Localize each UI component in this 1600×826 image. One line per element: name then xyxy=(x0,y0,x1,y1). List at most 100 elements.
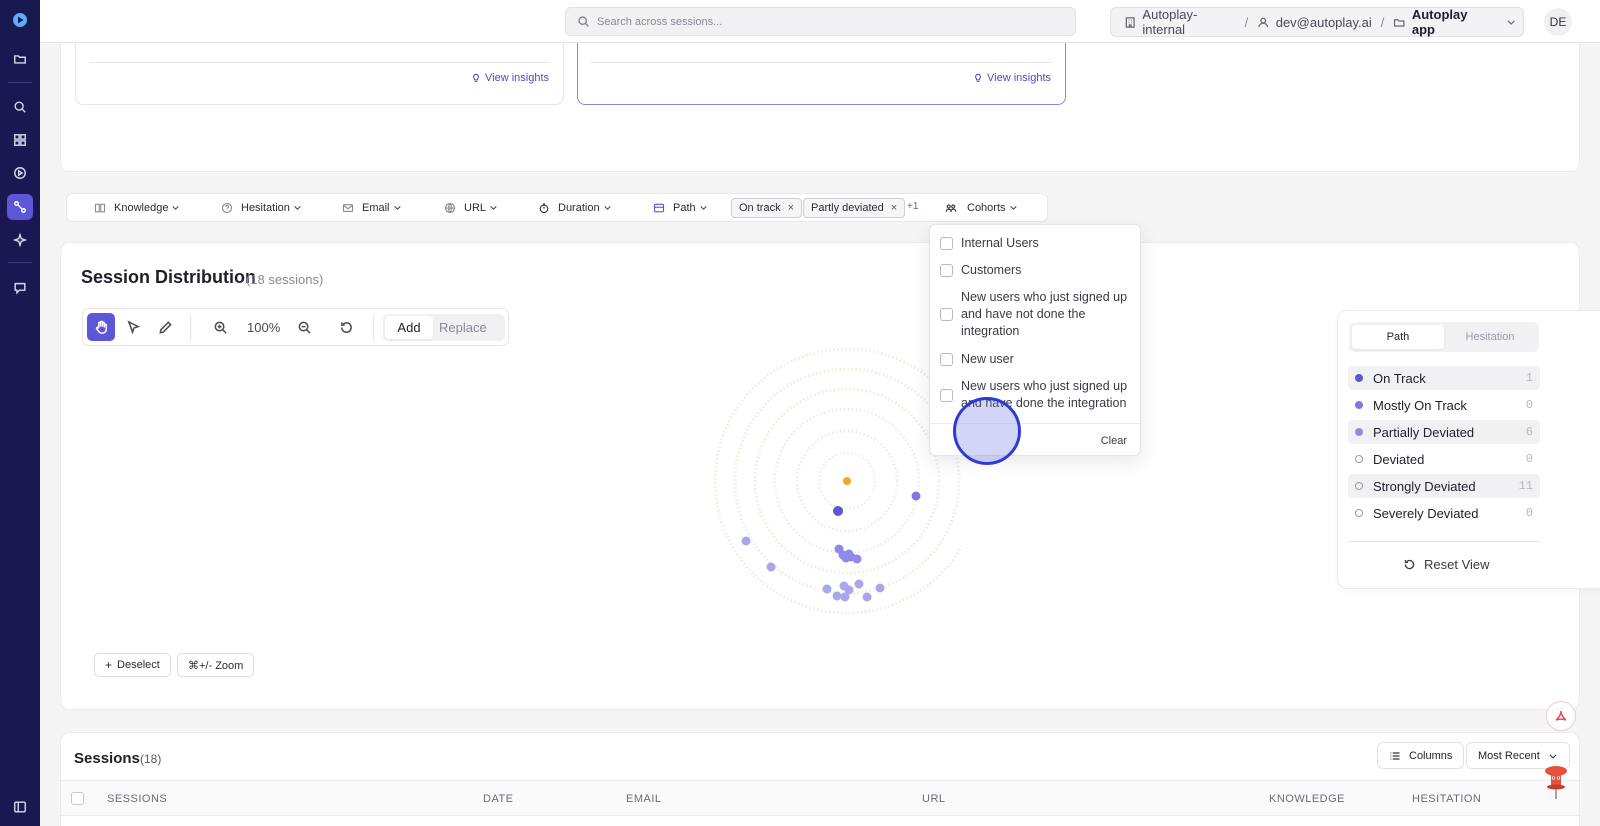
zoom-out-button[interactable] xyxy=(290,313,318,341)
cohort-checkbox[interactable] xyxy=(940,353,953,366)
clear-cohorts-button[interactable]: Clear xyxy=(1100,435,1127,447)
select-tool[interactable] xyxy=(119,313,147,341)
cohort-checkbox[interactable] xyxy=(940,388,953,402)
cohort-option[interactable]: Customers xyxy=(940,262,1132,279)
pointer-icon xyxy=(126,319,140,334)
legend-item-strongly-deviated[interactable]: Strongly Deviated 11 xyxy=(1348,474,1540,498)
session-point[interactable] xyxy=(911,491,921,501)
column-header-date[interactable]: DATE xyxy=(483,793,514,805)
view-insights-link[interactable]: View insights xyxy=(973,72,1051,84)
reset-view-button[interactable]: Reset View xyxy=(1403,557,1490,572)
column-header-hesitation[interactable]: HESITATION xyxy=(1412,793,1482,805)
search-input[interactable] xyxy=(597,15,1037,28)
click-cursor-indicator xyxy=(953,397,1021,465)
cohort-option[interactable]: Internal Users xyxy=(940,235,1132,252)
session-point[interactable] xyxy=(846,552,856,562)
breadcrumb-org[interactable]: Autoplay-internal xyxy=(1142,7,1198,37)
zoom-in-button[interactable] xyxy=(206,313,234,341)
replace-mode-button[interactable]: Replace xyxy=(439,320,487,335)
columns-button[interactable]: Columns xyxy=(1377,742,1465,769)
more-chips-count[interactable]: +1 xyxy=(907,201,919,212)
legend-item-mostly-on-track[interactable]: Mostly On Track 0 xyxy=(1348,393,1540,417)
path-analysis-icon[interactable] xyxy=(7,194,33,220)
view-insights-link[interactable]: View insights xyxy=(471,72,549,84)
knowledge-filter[interactable]: Knowledge xyxy=(94,194,180,221)
filter-chip-on-track[interactable]: On track × xyxy=(731,198,803,218)
session-point[interactable] xyxy=(833,506,843,516)
user-avatar[interactable]: DE xyxy=(1544,8,1572,36)
column-header-url[interactable]: URL xyxy=(922,793,946,805)
session-point[interactable] xyxy=(854,579,864,589)
breadcrumb-app[interactable]: Autoplay app xyxy=(1411,7,1468,37)
sort-dropdown[interactable]: Most Recent xyxy=(1466,742,1570,769)
session-point[interactable] xyxy=(840,592,850,602)
column-header-sessions[interactable]: SESSIONS xyxy=(107,793,168,805)
selection-mode-toggle: Add Replace xyxy=(383,314,505,341)
session-count: (18 sessions) xyxy=(246,272,324,287)
session-point[interactable] xyxy=(766,562,776,572)
path-legend-card: Path Hesitation On Track 1 Mostly On Tra… xyxy=(1337,310,1600,589)
global-search[interactable] xyxy=(565,7,1076,36)
hesitation-filter[interactable]: Hesitation xyxy=(221,194,302,221)
session-point[interactable] xyxy=(832,591,842,601)
draw-tool[interactable] xyxy=(151,313,179,341)
cohort-option[interactable]: New users who just signed up and have no… xyxy=(940,289,1132,340)
add-mode-button[interactable]: Add xyxy=(385,316,433,339)
url-filter[interactable]: URL xyxy=(444,194,498,221)
dashboard-icon[interactable] xyxy=(7,127,33,153)
cohort-checkbox[interactable] xyxy=(940,308,953,321)
cohorts-filter[interactable]: Cohorts xyxy=(943,194,1018,221)
filter-chip-partly-deviated[interactable]: Partly deviated × xyxy=(803,198,906,218)
autoplay-logo-icon[interactable] xyxy=(7,7,33,33)
select-all-checkbox[interactable] xyxy=(71,792,84,805)
tab-hesitation[interactable]: Hesitation xyxy=(1465,331,1515,343)
folder-icon[interactable] xyxy=(7,46,33,72)
chat-icon[interactable] xyxy=(7,275,33,301)
legend-item-severely-deviated[interactable]: Severely Deviated 0 xyxy=(1348,501,1540,525)
insight-card-selected[interactable]: View insights xyxy=(577,43,1066,105)
reset-rotate-button[interactable] xyxy=(332,313,360,341)
zoom-shortcut-hint[interactable]: ⌘+/- Zoom xyxy=(177,653,255,677)
session-point[interactable] xyxy=(862,592,872,602)
duration-filter[interactable]: Duration xyxy=(538,194,612,221)
deselect-button[interactable]: + Deselect xyxy=(94,653,171,677)
distribution-radial-plot[interactable] xyxy=(661,343,961,643)
sparkle-insights-icon[interactable] xyxy=(7,227,33,253)
path-filter[interactable]: Path xyxy=(653,194,708,221)
remove-chip-icon[interactable]: × xyxy=(787,202,795,214)
search-icon[interactable] xyxy=(7,94,33,120)
legend-item-partially-deviated[interactable]: Partially Deviated 6 xyxy=(1348,420,1540,444)
session-point[interactable] xyxy=(875,583,885,593)
breadcrumb-user[interactable]: dev@autoplay.ai xyxy=(1275,14,1372,30)
legend-item-on-track[interactable]: On Track 1 xyxy=(1348,366,1540,390)
column-header-email[interactable]: EMAIL xyxy=(626,793,662,805)
session-point[interactable] xyxy=(844,585,854,595)
question-circle-icon xyxy=(221,202,233,213)
user-icon xyxy=(1258,17,1269,27)
pushpin-mascot-icon[interactable] xyxy=(1542,762,1570,800)
workspace-breadcrumb[interactable]: Autoplay-internal / dev@autoplay.ai / Au… xyxy=(1110,7,1524,37)
chevron-down-icon xyxy=(1009,206,1017,210)
session-point[interactable] xyxy=(822,584,832,594)
pdf-icon xyxy=(1555,710,1567,721)
building-icon xyxy=(1125,16,1135,28)
cohort-option[interactable]: New user xyxy=(940,351,1132,368)
play-icon[interactable] xyxy=(7,160,33,186)
rotate-icon xyxy=(340,321,352,333)
cohort-checkbox[interactable] xyxy=(940,264,953,277)
email-filter[interactable]: Email xyxy=(342,194,402,221)
insight-card[interactable]: View insights xyxy=(75,43,564,105)
tab-path[interactable]: Path xyxy=(1352,325,1444,349)
chevron-down-icon[interactable] xyxy=(1505,16,1517,29)
session-point[interactable] xyxy=(741,536,751,546)
pdf-export-button[interactable] xyxy=(1546,701,1576,731)
sidebar-toggle-icon[interactable] xyxy=(7,794,33,820)
remove-chip-icon[interactable]: × xyxy=(890,202,898,214)
column-header-knowledge[interactable]: KNOWLEDGE xyxy=(1269,793,1346,805)
mail-icon xyxy=(342,203,354,212)
legend-item-deviated[interactable]: Deviated 0 xyxy=(1348,447,1540,471)
cohort-checkbox[interactable] xyxy=(940,237,953,250)
hand-pan-tool[interactable] xyxy=(87,313,115,341)
status-dot xyxy=(1355,482,1363,490)
session-points[interactable] xyxy=(741,491,921,602)
